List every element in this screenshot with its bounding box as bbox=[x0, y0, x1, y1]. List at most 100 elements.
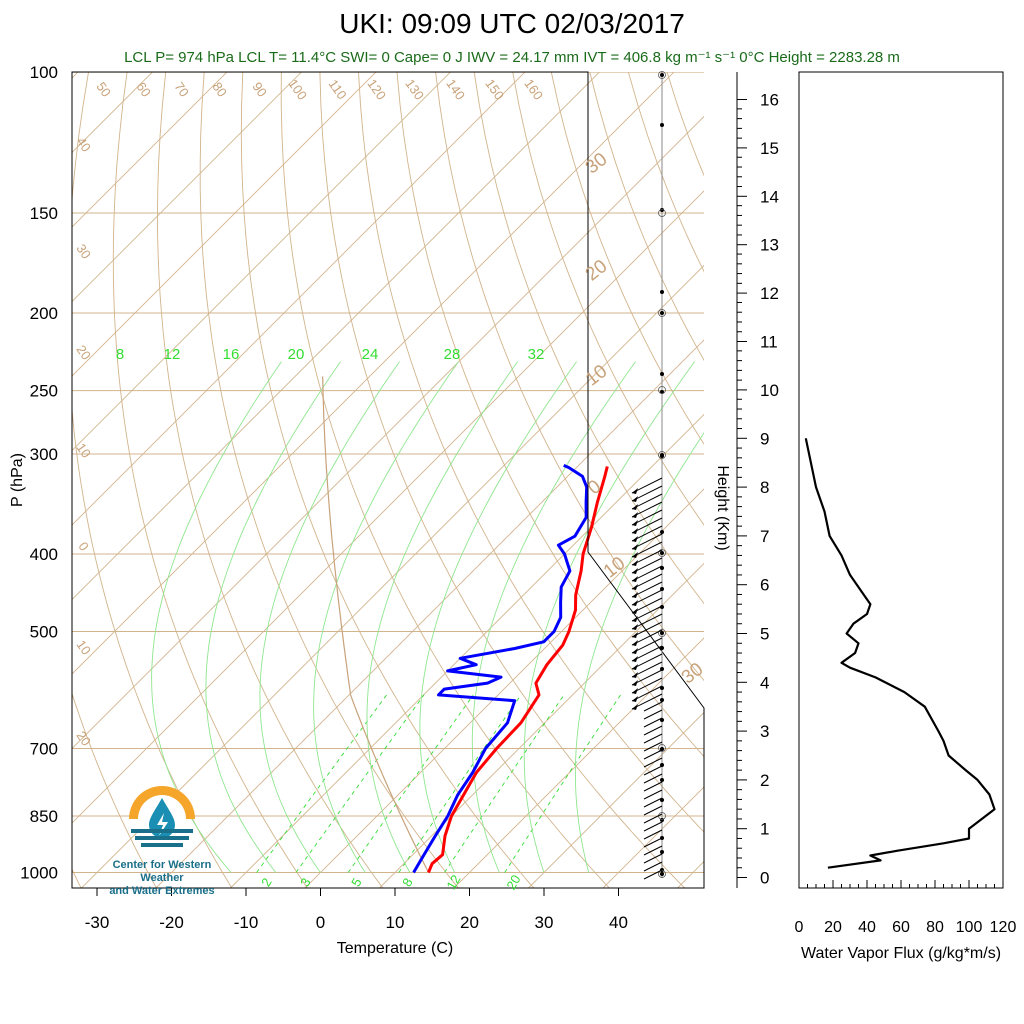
wind-barb-flag bbox=[632, 584, 638, 590]
x-axis-label: Temperature (C) bbox=[337, 940, 453, 957]
logo-text-line1: Center for Western Weather bbox=[112, 859, 212, 884]
dry-adiabat-label: 160 bbox=[521, 76, 546, 102]
mixing-ratio-label: 24 bbox=[362, 346, 379, 363]
dry-adiabat-label: 60 bbox=[133, 79, 154, 99]
dry-adiabat bbox=[783, 72, 1024, 889]
wind-barb bbox=[643, 797, 663, 808]
temperature-tick-label: -20 bbox=[159, 913, 184, 932]
wind-barb bbox=[643, 853, 663, 864]
flux-x-axis-label: Water Vapor Flux (g/kg*m/s) bbox=[801, 945, 1001, 962]
isotherm-line bbox=[72, 72, 302, 303]
pressure-tick-label: 150 bbox=[30, 204, 58, 223]
height-tick-label: 15 bbox=[760, 139, 779, 158]
wind-level-circle bbox=[658, 386, 666, 394]
mixing-ratio-line bbox=[398, 694, 522, 873]
mixing-ratio-label: 8 bbox=[399, 875, 416, 889]
wind-barb-flag bbox=[632, 600, 638, 606]
isotherm-label-right: 20 bbox=[582, 256, 612, 286]
flux-tick-label: 40 bbox=[858, 919, 876, 936]
height-tick-label: 12 bbox=[760, 284, 779, 303]
temperature-tick-label: -10 bbox=[234, 913, 259, 932]
wind-barb-flag bbox=[632, 664, 638, 670]
wind-barb bbox=[643, 733, 663, 744]
pressure-tick-label: 250 bbox=[30, 382, 58, 401]
wind-level-circle bbox=[658, 451, 666, 459]
dry-adiabat bbox=[706, 72, 1024, 889]
isotherm-line bbox=[378, 562, 704, 888]
wind-barb-flag bbox=[632, 488, 638, 494]
height-tick-label: 2 bbox=[760, 771, 769, 790]
moist-adiabat bbox=[419, 361, 577, 873]
plot-frame bbox=[71, 71, 705, 889]
moist-adiabat bbox=[471, 361, 636, 873]
isotherm-label: 30 bbox=[73, 241, 94, 261]
pressure-tick-label: 500 bbox=[30, 623, 58, 642]
dry-adiabat bbox=[72, 692, 157, 888]
dry-adiabat bbox=[435, 72, 704, 682]
wind-barb-flag bbox=[632, 544, 638, 550]
wind-dot bbox=[660, 850, 664, 854]
height-tick-label: 6 bbox=[760, 576, 769, 595]
flux-tick-label: 80 bbox=[926, 919, 944, 936]
isotherm-label: 0 bbox=[75, 539, 91, 554]
flux-profile bbox=[804, 438, 996, 869]
flux-tick-label: 20 bbox=[824, 919, 842, 936]
dry-adiabat-label: 150 bbox=[482, 76, 507, 102]
moist-adiabat bbox=[574, 432, 704, 873]
flux-tick-label: 0 bbox=[795, 919, 804, 936]
wind-barb-flag bbox=[632, 616, 638, 622]
wind-barb bbox=[643, 869, 663, 880]
dry-adiabat bbox=[589, 72, 704, 362]
wind-dot bbox=[660, 208, 664, 212]
dry-adiabat-label: 100 bbox=[285, 76, 310, 102]
wind-dot bbox=[660, 311, 664, 315]
wind-level-circle bbox=[658, 629, 666, 637]
wind-barb bbox=[643, 845, 663, 856]
mixing-ratio-line bbox=[504, 694, 621, 873]
isotherm-line bbox=[80, 264, 704, 888]
wind-dot bbox=[660, 123, 664, 127]
pressure-tick-label: 850 bbox=[30, 807, 58, 826]
dry-adiabat-label: 110 bbox=[326, 77, 350, 103]
height-tick-label: 8 bbox=[760, 478, 769, 497]
mixing-ratio-line bbox=[444, 694, 565, 873]
wind-barb bbox=[643, 861, 663, 872]
wind-barb bbox=[643, 837, 663, 848]
dry-adiabat bbox=[112, 72, 308, 888]
mixing-ratio-label: 12 bbox=[164, 346, 181, 363]
height-tick-label: 9 bbox=[760, 429, 769, 448]
wind-barb bbox=[643, 741, 663, 752]
wind-level-circle bbox=[658, 209, 666, 217]
wind-barb-flag bbox=[632, 552, 638, 558]
pressure-tick-label: 700 bbox=[30, 740, 58, 759]
isotherm-label: 20 bbox=[73, 728, 94, 748]
wind-barb-flag bbox=[632, 648, 638, 654]
wind-barb bbox=[643, 757, 663, 768]
logo-text-line2: and Water Extremes bbox=[109, 885, 215, 897]
dry-adiabat-label: 70 bbox=[171, 79, 192, 99]
dry-adiabat bbox=[627, 72, 704, 273]
mixing-ratio-label: 28 bbox=[444, 346, 461, 363]
wind-barb bbox=[643, 829, 663, 840]
dry-adiabat bbox=[280, 72, 610, 888]
wind-barb bbox=[643, 765, 663, 776]
isotherm-line bbox=[72, 72, 526, 526]
wind-barb-flag bbox=[632, 568, 638, 574]
wind-dot bbox=[660, 530, 664, 534]
wind-barb-flag bbox=[632, 528, 638, 534]
temperature-tick-label: 10 bbox=[386, 913, 405, 932]
moist-adiabat bbox=[366, 361, 518, 873]
wind-dot bbox=[660, 818, 664, 822]
dewpoint-profile bbox=[412, 464, 589, 874]
pressure-tick-label: 200 bbox=[30, 304, 58, 323]
moist-adiabat bbox=[313, 361, 459, 873]
dry-adiabat bbox=[821, 72, 1024, 889]
wind-barb-flag bbox=[632, 688, 638, 694]
dry-adiabat bbox=[199, 72, 459, 888]
wind-barb-flag bbox=[632, 696, 638, 702]
wind-dot bbox=[660, 372, 664, 376]
wind-dot bbox=[660, 454, 664, 458]
isotherm-line bbox=[155, 339, 704, 888]
dry-adiabat-label: 50 bbox=[93, 79, 114, 99]
dry-adiabat bbox=[860, 72, 1024, 889]
